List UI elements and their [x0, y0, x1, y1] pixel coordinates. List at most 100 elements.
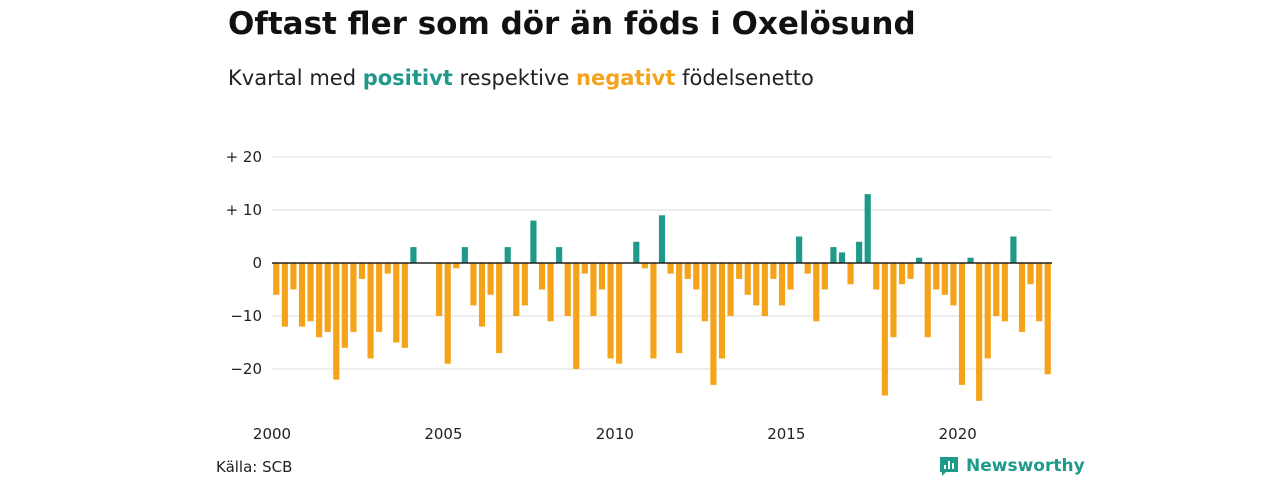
bar	[350, 263, 357, 332]
bar	[881, 263, 888, 396]
x-tick-label: 2015	[767, 425, 805, 443]
bar	[873, 263, 880, 290]
bar	[573, 263, 580, 369]
bar	[804, 263, 811, 274]
bar	[727, 263, 734, 316]
bar	[556, 247, 563, 263]
bar	[316, 263, 323, 338]
bar	[461, 247, 468, 263]
bar	[1036, 263, 1043, 322]
bar	[590, 263, 597, 316]
bar	[1001, 263, 1008, 322]
bar	[701, 263, 708, 322]
bar	[333, 263, 340, 380]
bar	[787, 263, 794, 290]
bar	[667, 263, 674, 274]
bar	[504, 247, 511, 263]
x-tick-label: 2000	[253, 425, 291, 443]
brand-name: Newsworthy	[966, 456, 1085, 476]
brand-logo: Newsworthy	[938, 455, 1085, 477]
x-tick-label: 2010	[596, 425, 634, 443]
bar	[650, 263, 657, 359]
bar	[761, 263, 768, 316]
bar	[684, 263, 691, 279]
bar	[984, 263, 991, 359]
bar	[1027, 263, 1034, 285]
bar	[581, 263, 588, 274]
bar	[924, 263, 931, 338]
source-label: Källa: SCB	[216, 458, 293, 476]
bar	[941, 263, 948, 295]
x-tick-label: 2005	[424, 425, 462, 443]
bar	[838, 252, 846, 263]
bar	[367, 263, 374, 359]
subtitle-middle: respektive	[452, 66, 577, 90]
subtitle-negative-label: negativt	[576, 66, 676, 90]
bar	[384, 263, 391, 274]
bar	[830, 247, 837, 263]
bar	[693, 263, 700, 290]
bar	[273, 263, 280, 295]
bar	[538, 263, 546, 290]
bar	[1010, 236, 1017, 263]
bar	[933, 263, 940, 290]
bar	[778, 263, 786, 306]
bar	[513, 263, 520, 316]
bar	[290, 263, 297, 290]
bar	[847, 263, 854, 285]
bar	[864, 194, 871, 263]
bar	[856, 241, 863, 263]
bar	[598, 263, 606, 290]
bar	[564, 263, 571, 316]
bar	[736, 263, 743, 279]
bar	[710, 263, 717, 385]
bar	[530, 220, 537, 263]
bar	[496, 263, 503, 354]
bar	[436, 263, 443, 316]
bar	[718, 263, 726, 359]
bar	[307, 263, 314, 322]
bar	[898, 263, 906, 285]
bar	[444, 263, 451, 364]
bar	[470, 263, 477, 306]
subtitle-positive-label: positivt	[362, 66, 453, 90]
bar	[890, 263, 897, 338]
bar	[298, 263, 306, 327]
bar	[770, 263, 777, 279]
bar	[324, 263, 331, 332]
bar	[1044, 263, 1051, 375]
bar	[753, 263, 760, 306]
bar	[967, 257, 974, 263]
chart-subtitle: Kvartal med positivt respektive negativt…	[228, 66, 814, 90]
bar	[393, 263, 400, 343]
bar-chart: + 20 + 10 0 −10 −20 2000 2005 2010 2015 2020	[226, 148, 1052, 443]
subtitle-prefix: Kvartal med	[228, 66, 363, 90]
bar	[478, 263, 486, 327]
bar	[916, 257, 923, 263]
bar	[1018, 263, 1026, 332]
bar	[453, 263, 460, 269]
newsworthy-icon	[940, 457, 958, 476]
bar	[607, 263, 614, 359]
bar	[547, 263, 554, 322]
bar	[796, 236, 803, 263]
bar	[633, 241, 640, 263]
bar	[521, 263, 528, 306]
bar	[410, 247, 417, 263]
subtitle-suffix: födelsenetto	[675, 66, 814, 90]
bar	[658, 215, 666, 263]
y-tick-label: −20	[230, 360, 262, 378]
bar	[950, 263, 957, 306]
y-tick-label: −10	[230, 307, 262, 325]
bar	[993, 263, 1000, 316]
bar	[341, 263, 348, 348]
bar	[376, 263, 383, 332]
bar	[976, 263, 983, 401]
bar	[958, 263, 966, 385]
bar	[487, 263, 494, 295]
bar	[821, 263, 828, 290]
bar	[281, 263, 288, 327]
y-tick-label: + 10	[226, 201, 262, 219]
y-tick-label: + 20	[226, 148, 262, 166]
chart-title: Oftast fler som dör än föds i Oxelösund	[228, 6, 916, 42]
